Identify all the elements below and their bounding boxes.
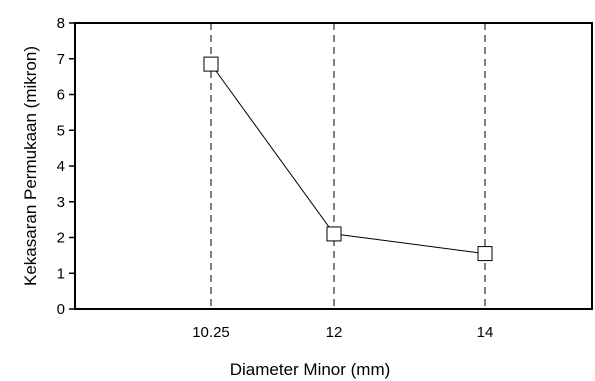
y-tick-label: 2 — [57, 230, 65, 247]
y-tick-label: 0 — [57, 301, 65, 318]
y-tick-label: 4 — [57, 158, 65, 175]
plot-area — [75, 23, 592, 309]
y-axis-ticks: 0 1 2 3 4 5 6 7 8 — [57, 15, 75, 318]
x-tick-label: 12 — [326, 324, 343, 341]
y-tick-label: 5 — [57, 122, 65, 139]
y-tick-label: 1 — [57, 265, 65, 282]
data-point-marker — [203, 56, 219, 72]
plot-frame — [74, 22, 593, 310]
data-series — [203, 56, 493, 262]
data-point-marker — [477, 246, 493, 262]
y-tick-label: 7 — [57, 51, 65, 68]
x-axis-ticks: 10.25 12 14 — [192, 324, 493, 341]
x-axis-label: Diameter Minor (mm) — [230, 360, 391, 379]
data-point-marker — [326, 226, 342, 242]
x-tick-label: 10.25 — [192, 324, 230, 341]
y-tick-label: 3 — [57, 194, 65, 211]
y-axis-label: Kekasaran Permukaan (mikron) — [21, 46, 40, 286]
y-tick-label: 8 — [57, 15, 65, 32]
x-tick-label: 14 — [477, 324, 494, 341]
y-tick-label: 6 — [57, 87, 65, 104]
